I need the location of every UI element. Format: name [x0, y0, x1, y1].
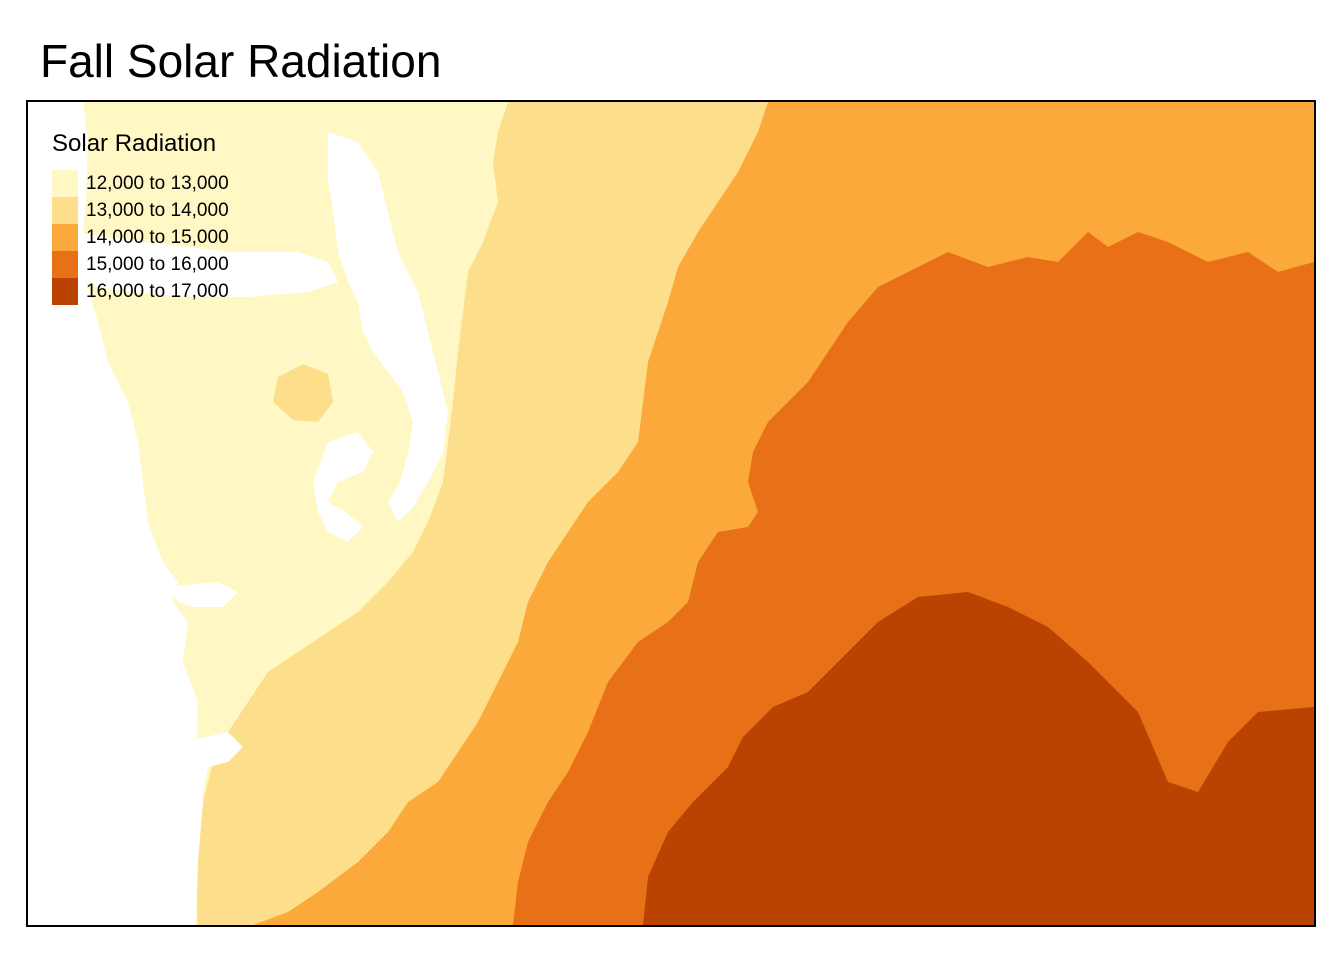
legend-swatch — [52, 251, 78, 278]
legend-label: 14,000 to 15,000 — [86, 226, 229, 248]
legend-items: 12,000 to 13,000 13,000 to 14,000 14,000 t… — [52, 170, 229, 305]
map-legend: Solar Radiation 12,000 to 13,000 13,000 t… — [52, 130, 229, 305]
sound-water — [328, 132, 448, 522]
willapa-bay-water — [183, 732, 243, 802]
legend-label: 13,000 to 14,000 — [86, 199, 229, 221]
zone-13000-patch — [273, 364, 333, 422]
map-frame: Solar Radiation 12,000 to 13,000 13,000 t… — [26, 100, 1316, 927]
legend-item: 13,000 to 14,000 — [52, 197, 229, 224]
map-title: Fall Solar Radiation — [40, 35, 442, 87]
strait-water — [68, 232, 338, 297]
legend-item: 14,000 to 15,000 — [52, 224, 229, 251]
legend-label: 15,000 to 16,000 — [86, 253, 229, 275]
legend-swatch — [52, 224, 78, 251]
ocean-water — [28, 102, 203, 925]
legend-swatch — [52, 170, 78, 197]
legend-item: 15,000 to 16,000 — [52, 251, 229, 278]
grays-harbor-water — [168, 582, 238, 607]
map-canvas — [28, 102, 1314, 925]
legend-swatch — [52, 197, 78, 224]
legend-item: 12,000 to 13,000 — [52, 170, 229, 197]
legend-item: 16,000 to 17,000 — [52, 278, 229, 305]
inlet-water — [313, 432, 373, 542]
legend-label: 12,000 to 13,000 — [86, 172, 229, 194]
legend-label: 16,000 to 17,000 — [86, 280, 229, 302]
legend-title: Solar Radiation — [52, 130, 217, 157]
legend-swatch — [52, 278, 78, 305]
